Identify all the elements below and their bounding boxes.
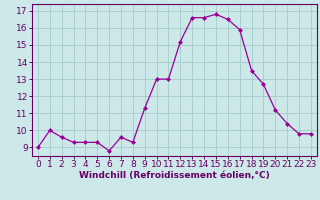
X-axis label: Windchill (Refroidissement éolien,°C): Windchill (Refroidissement éolien,°C) [79, 171, 270, 180]
